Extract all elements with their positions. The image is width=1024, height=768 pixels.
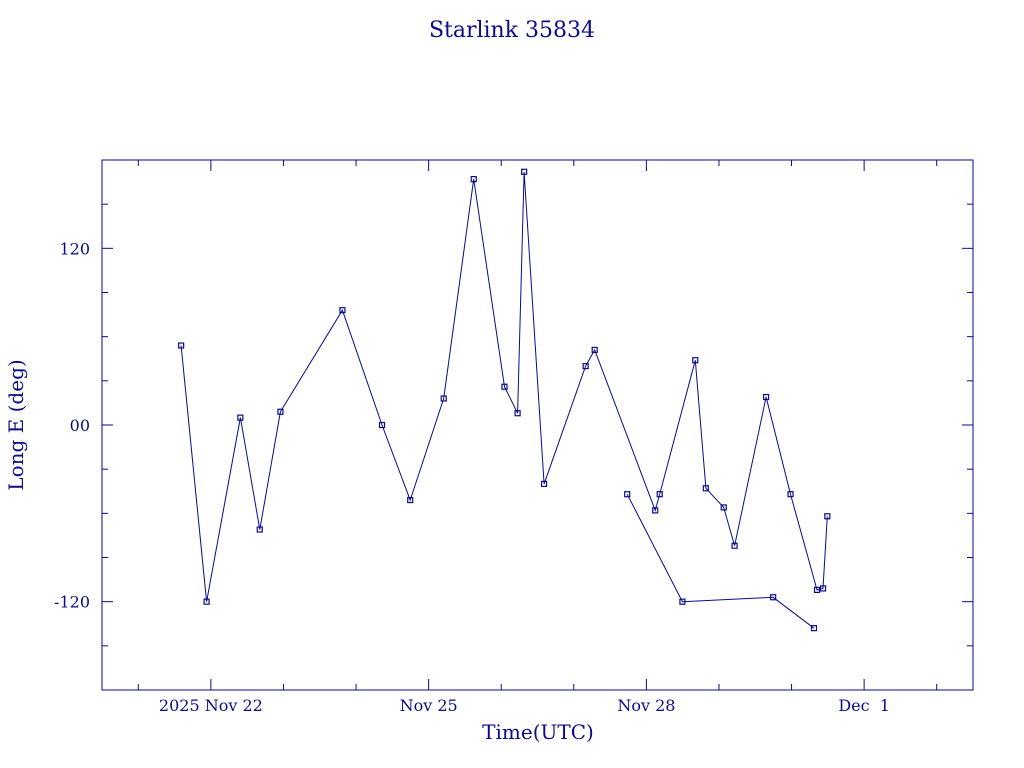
x-tick-label: 2025 Nov 22 bbox=[159, 696, 263, 715]
series-line bbox=[626, 493, 815, 629]
data-point-marker bbox=[731, 542, 738, 549]
y-axis-tick-labels: 120 00 -120 bbox=[54, 239, 90, 611]
data-point-marker bbox=[378, 421, 386, 429]
data-point-marker bbox=[824, 513, 831, 520]
data-point-marker bbox=[470, 176, 477, 183]
data-point-marker bbox=[787, 491, 794, 498]
x-tick-label: Nov 28 bbox=[617, 696, 675, 715]
data-point-marker bbox=[656, 491, 663, 498]
plot-frame bbox=[101, 159, 974, 691]
x-axis-tick-labels: 2025 Nov 22 Nov 25 Nov 28 Dec 1 bbox=[159, 696, 890, 715]
x-tick-label: Dec 1 bbox=[838, 696, 890, 715]
data-point-marker bbox=[591, 346, 598, 354]
data-point-marker bbox=[540, 480, 548, 487]
data-point-marker bbox=[256, 526, 263, 533]
data-point-marker bbox=[277, 408, 284, 415]
data-point-marker bbox=[582, 363, 589, 370]
data-point-marker bbox=[819, 585, 827, 592]
data-point-marker bbox=[440, 395, 447, 402]
data-point-marker bbox=[514, 410, 521, 417]
data-point-marker bbox=[501, 383, 508, 390]
y-tick-label: 120 bbox=[59, 239, 90, 258]
chart-title: Starlink 35834 bbox=[429, 18, 595, 43]
data-point-marker bbox=[624, 491, 631, 498]
y-tick-label: 00 bbox=[70, 416, 90, 435]
data-point-marker bbox=[692, 357, 699, 364]
data-point-marker bbox=[813, 586, 821, 593]
data-point-marker bbox=[203, 598, 210, 605]
data-point-marker bbox=[679, 598, 686, 605]
data-point-marker bbox=[720, 504, 727, 511]
data-point-marker bbox=[762, 393, 770, 401]
series-line bbox=[180, 171, 828, 602]
y-axis-title: Long E (deg) bbox=[4, 359, 28, 490]
data-point-marker bbox=[521, 168, 528, 175]
data-point-marker bbox=[770, 594, 777, 601]
data-point-marker bbox=[652, 507, 659, 514]
data-point-marker bbox=[702, 485, 709, 492]
x-axis-title: Time(UTC) bbox=[482, 720, 594, 744]
axis-ticks bbox=[102, 159, 973, 690]
data-point-marker bbox=[339, 307, 346, 314]
data-point-marker bbox=[237, 414, 244, 421]
data-point-marker bbox=[178, 342, 185, 349]
data-point-marker bbox=[407, 496, 414, 504]
y-tick-label: -120 bbox=[54, 593, 90, 612]
x-tick-label: Nov 25 bbox=[400, 696, 458, 715]
data-layer bbox=[178, 168, 831, 632]
data-point-marker bbox=[810, 625, 818, 632]
